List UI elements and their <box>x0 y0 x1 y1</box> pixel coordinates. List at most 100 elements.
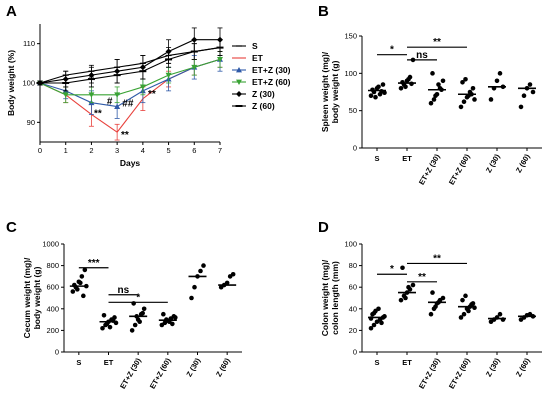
x-tick-label: 6 <box>192 146 196 155</box>
data-point <box>376 84 381 90</box>
panel-letter: B <box>318 3 329 20</box>
significance-label: * <box>390 45 394 56</box>
data-point <box>460 297 465 303</box>
significance-label: ** <box>148 89 156 100</box>
data-point <box>497 311 503 317</box>
data-point <box>70 289 76 294</box>
series-line <box>40 47 221 84</box>
y-tick-label: 100 <box>344 69 357 78</box>
data-point <box>379 320 384 326</box>
data-point <box>82 267 88 273</box>
category-label: ET+Z (60) <box>447 152 472 186</box>
y-axis-label: Spleen weight (mg)/body weight (g) <box>320 51 340 132</box>
data-point <box>460 79 465 85</box>
data-point <box>107 324 113 330</box>
data-point <box>192 284 197 290</box>
data-point <box>201 263 206 268</box>
category-label: S <box>76 358 81 367</box>
data-point <box>236 79 242 85</box>
y-axis-label: Body weight (%) <box>6 50 16 116</box>
data-point <box>472 97 477 102</box>
data-point <box>376 306 381 312</box>
data-point <box>224 280 230 286</box>
category-label: Z (60) <box>514 356 532 378</box>
data-point <box>431 97 437 102</box>
category-label: ET+Z (60) <box>148 356 173 390</box>
category-label: ET+Z (60) <box>447 356 472 390</box>
y-tick-label: 50 <box>349 106 357 115</box>
data-point <box>488 97 494 102</box>
category-label: ET+Z (30) <box>417 152 442 186</box>
significance-label: * <box>136 292 140 303</box>
data-point <box>428 311 434 317</box>
data-point <box>428 100 434 106</box>
data-point <box>371 322 377 328</box>
significance-label: ns <box>416 50 428 61</box>
significance-label: * <box>390 264 394 275</box>
data-point <box>75 287 80 292</box>
data-point <box>530 89 536 95</box>
y-tick-label: 0 <box>353 348 357 357</box>
data-point <box>114 92 121 98</box>
x-axis-label: Days <box>120 158 141 168</box>
category-label: Z (60) <box>514 152 532 174</box>
data-point <box>458 315 464 320</box>
y-tick-label: 100 <box>344 240 357 249</box>
category-label: ET <box>104 358 114 367</box>
data-point <box>140 310 145 316</box>
data-point <box>494 78 500 84</box>
panel-d: D 0 20 40 60 80 100 Colon weight (mg)/colon len… <box>318 219 542 390</box>
category-label: S <box>374 154 379 163</box>
data-point <box>100 325 105 331</box>
panel-letter: C <box>6 219 17 236</box>
data-point <box>230 271 236 277</box>
significance-label: ** <box>433 37 441 48</box>
x-tick-label: 3 <box>115 146 119 155</box>
series-line <box>39 47 221 84</box>
data-point <box>161 311 166 317</box>
data-point <box>410 282 416 288</box>
significance-label: ns <box>117 285 129 296</box>
legend-label: Z (30) <box>252 89 275 99</box>
data-point <box>403 84 408 90</box>
data-point <box>141 306 147 312</box>
data-point <box>398 85 404 91</box>
x-tick-label: 1 <box>64 146 68 155</box>
data-point <box>461 99 467 105</box>
y-axis-label: Cecum weight (mg)/body weight (g) <box>22 257 42 338</box>
y-tick-label: 200 <box>46 326 59 335</box>
data-point <box>36 82 44 84</box>
legend-label: S <box>252 41 258 51</box>
x-tick-label: 5 <box>166 146 170 155</box>
data-point <box>170 321 175 327</box>
category-label: ET <box>402 358 412 367</box>
series-line <box>39 58 221 96</box>
legend-label: Z (60) <box>252 101 275 111</box>
y-tick-label: 100 <box>22 79 35 88</box>
data-point <box>236 67 242 73</box>
category-label: Z (30) <box>484 356 502 378</box>
y-tick-label: 40 <box>349 304 357 313</box>
category-label: ET+Z (30) <box>417 356 442 390</box>
data-point <box>87 78 95 81</box>
data-point <box>470 85 476 91</box>
data-point <box>406 77 411 82</box>
data-point <box>368 93 374 99</box>
data-point <box>398 297 404 303</box>
data-point <box>373 94 378 100</box>
data-point <box>527 82 533 87</box>
significance-label: ## <box>122 99 134 110</box>
category-label: Z (30) <box>484 152 502 174</box>
y-tick-label: 0 <box>55 348 59 357</box>
category-label: ET+Z (30) <box>118 356 143 390</box>
y-tick-label: 600 <box>46 283 59 292</box>
y-tick-label: 1000 <box>42 240 59 249</box>
y-tick-label: 20 <box>349 326 357 335</box>
data-point <box>79 274 85 279</box>
data-point <box>101 312 107 318</box>
data-point <box>380 82 386 87</box>
data-point <box>406 284 411 290</box>
